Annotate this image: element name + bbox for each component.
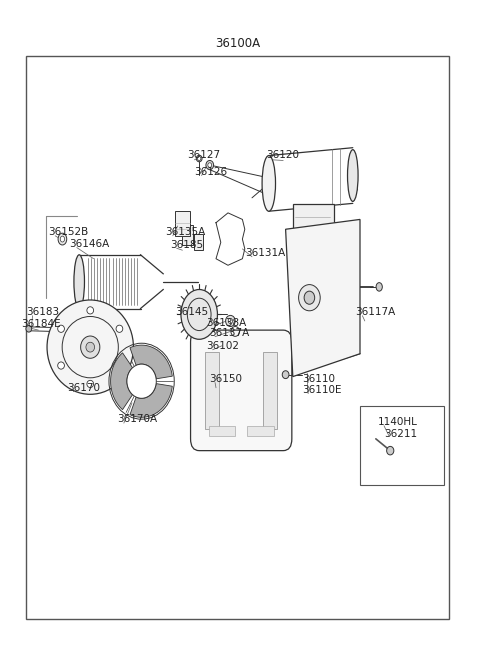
- Ellipse shape: [262, 156, 276, 211]
- Bar: [205, 352, 219, 429]
- Text: 36146A: 36146A: [70, 239, 110, 249]
- Bar: [263, 352, 277, 429]
- Text: 36138A: 36138A: [206, 318, 247, 328]
- Ellipse shape: [116, 362, 123, 369]
- Text: 36211: 36211: [384, 429, 417, 439]
- Text: 36170A: 36170A: [118, 415, 158, 424]
- Ellipse shape: [26, 326, 32, 332]
- Bar: [247, 426, 274, 436]
- Ellipse shape: [58, 362, 64, 369]
- Text: 36110: 36110: [302, 374, 336, 384]
- Text: 36110E: 36110E: [302, 385, 342, 395]
- Text: 36102: 36102: [206, 341, 240, 351]
- Ellipse shape: [304, 291, 315, 304]
- Text: 36183: 36183: [26, 307, 60, 317]
- Ellipse shape: [226, 316, 235, 326]
- Text: 36127: 36127: [187, 151, 220, 160]
- Text: 36184E: 36184E: [22, 319, 61, 329]
- Ellipse shape: [87, 381, 94, 388]
- Text: 36126: 36126: [194, 167, 228, 177]
- Text: 36135A: 36135A: [166, 227, 206, 237]
- Ellipse shape: [116, 325, 123, 332]
- Text: 36137A: 36137A: [209, 328, 249, 338]
- Bar: [360, 406, 444, 485]
- Text: 36150: 36150: [209, 374, 242, 384]
- Ellipse shape: [86, 342, 95, 352]
- Polygon shape: [286, 219, 360, 377]
- Text: 36185: 36185: [170, 240, 204, 250]
- Ellipse shape: [299, 284, 320, 311]
- Text: 36117A: 36117A: [355, 307, 396, 317]
- Text: 36100A: 36100A: [215, 37, 260, 50]
- Ellipse shape: [127, 364, 156, 398]
- Bar: [175, 211, 190, 236]
- Polygon shape: [130, 345, 172, 379]
- Ellipse shape: [87, 307, 94, 314]
- FancyBboxPatch shape: [191, 330, 292, 451]
- Text: 36170: 36170: [67, 383, 100, 393]
- Text: 36152B: 36152B: [48, 227, 88, 237]
- Ellipse shape: [387, 447, 394, 455]
- Ellipse shape: [81, 336, 100, 358]
- Ellipse shape: [228, 318, 232, 324]
- Ellipse shape: [181, 290, 217, 339]
- Ellipse shape: [58, 233, 67, 245]
- Ellipse shape: [206, 160, 214, 170]
- Ellipse shape: [58, 325, 64, 332]
- Text: 36131A: 36131A: [245, 248, 285, 258]
- Polygon shape: [130, 384, 172, 417]
- Polygon shape: [110, 353, 132, 409]
- Bar: [221, 336, 238, 352]
- Ellipse shape: [208, 162, 212, 168]
- Ellipse shape: [282, 371, 289, 379]
- Ellipse shape: [60, 236, 64, 242]
- Ellipse shape: [376, 283, 383, 291]
- Bar: [293, 204, 334, 229]
- Bar: [209, 426, 235, 436]
- Bar: [26, 56, 449, 619]
- Bar: [194, 234, 203, 250]
- Ellipse shape: [348, 150, 358, 202]
- Text: 36120: 36120: [266, 151, 300, 160]
- Text: 36145: 36145: [175, 307, 208, 317]
- Ellipse shape: [74, 255, 84, 309]
- Ellipse shape: [198, 157, 201, 160]
- Text: 1140HL: 1140HL: [378, 417, 418, 427]
- Ellipse shape: [47, 300, 133, 394]
- Bar: [182, 225, 193, 245]
- Ellipse shape: [196, 155, 202, 162]
